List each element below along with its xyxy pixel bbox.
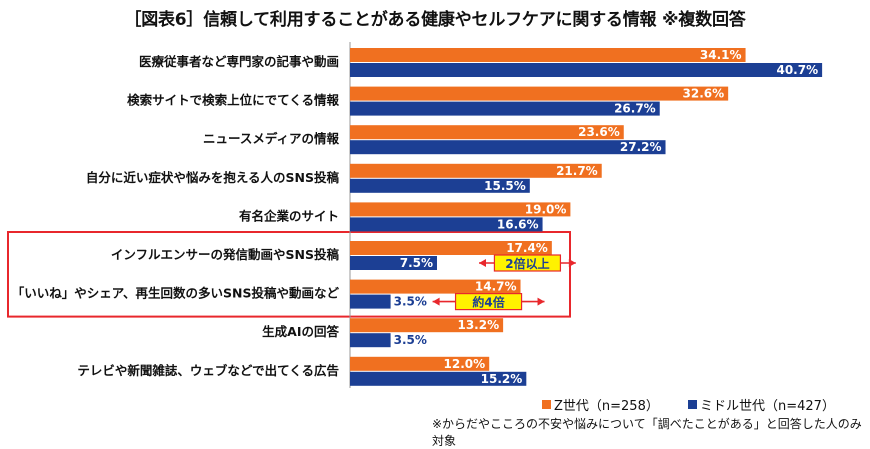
value-label-middle: 16.6% [497, 217, 539, 231]
arrowhead-left-icon [432, 297, 440, 306]
annotation-label: 2倍以上 [505, 256, 549, 271]
footnote: ※からだやこころの不安や悩みについて「調べたことがある」と回答した人のみ対象 [432, 417, 862, 448]
bar-z [350, 279, 521, 294]
annotation-box [493, 254, 562, 272]
value-label-middle: 27.2% [620, 140, 662, 154]
highlight-box [7, 231, 571, 318]
category-label: 有名企業のサイト [239, 208, 339, 223]
value-label-z: 32.6% [683, 87, 725, 101]
bar-middle [350, 371, 527, 386]
value-label-z: 17.4% [506, 241, 548, 255]
bar-middle [350, 217, 543, 232]
value-label-middle: 15.5% [484, 179, 526, 193]
value-label-z: 23.6% [578, 125, 620, 139]
legend-z-swatch [542, 400, 551, 409]
bar-middle [350, 140, 666, 155]
value-label-middle: 15.2% [481, 372, 523, 386]
legend-middle-label: ミドル世代（n=427） [700, 399, 835, 414]
value-label-middle: 26.7% [614, 102, 656, 116]
category-label: テレビや新聞雑誌、ウェブなどで出てくる広告 [77, 363, 339, 378]
legend-z-label: Z世代（n=258） [554, 399, 659, 414]
category-label: 「いいね」やシェア、再生回数の多いSNS投稿や動画など [12, 286, 340, 301]
bar-z [350, 125, 624, 140]
bar-z [350, 241, 552, 255]
value-label-z: 21.7% [556, 164, 598, 178]
category-label: 検索サイトで検索上位にでてくる情報 [127, 93, 339, 108]
value-label-middle: 3.5% [394, 333, 427, 347]
bar-middle [350, 178, 530, 193]
bar-middle [350, 333, 391, 348]
bar-middle [350, 294, 391, 309]
category-label: 生成AIの回答 [262, 324, 339, 339]
arrowhead-left-icon [479, 259, 486, 267]
annotation-box [454, 293, 523, 311]
bar-z [350, 48, 746, 62]
annotation-label: 約4倍 [472, 295, 504, 310]
category-label: インフルエンサーの発信動画やSNS投稿 [111, 247, 340, 262]
legend-middle-swatch [688, 400, 697, 409]
bar-middle [350, 101, 660, 116]
bar-middle [350, 63, 823, 77]
bar-z [350, 318, 504, 333]
value-label-middle: 7.5% [400, 256, 433, 270]
value-label-middle: 40.7% [776, 63, 818, 77]
legend-middle: ミドル世代（n=427） [688, 395, 835, 414]
value-label-z: 13.2% [457, 318, 499, 332]
value-label-z: 12.0% [444, 357, 486, 371]
bar-z [350, 202, 571, 217]
category-label: ニュースメディアの情報 [203, 131, 340, 146]
legend-z: Z世代（n=258） [542, 395, 659, 414]
arrowhead-right-icon [537, 297, 545, 306]
category-label: 自分に近い症状や悩みを抱える人のSNS投稿 [86, 170, 340, 185]
arrowhead-right-icon [568, 259, 576, 267]
category-label: 医療従事者など専門家の記事や動画 [139, 54, 339, 69]
bar-middle [350, 256, 437, 270]
value-label-z: 34.1% [700, 48, 742, 62]
value-label-z: 14.7% [475, 280, 517, 294]
bar-z [350, 163, 602, 178]
value-label-middle: 3.5% [394, 295, 427, 309]
chart-title: ［図表6］信頼して利用することがある健康やセルフケアに関する情報 ※複数回答 [124, 10, 746, 30]
bar-z [350, 86, 729, 101]
value-label-z: 19.0% [525, 202, 567, 216]
bar-z [350, 356, 490, 371]
